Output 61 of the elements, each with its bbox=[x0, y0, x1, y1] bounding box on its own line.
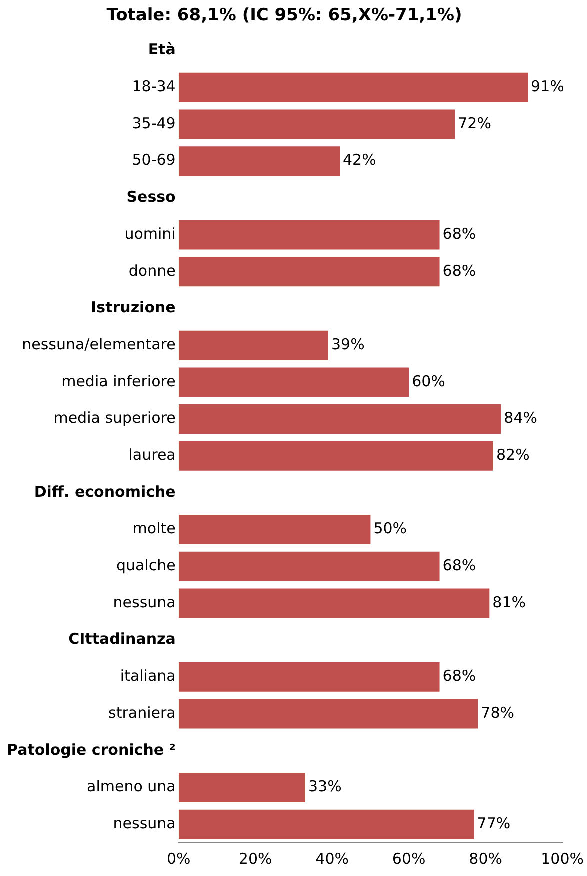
y-tick-label: Patologie croniche ² bbox=[6, 740, 176, 759]
data-label: 72% bbox=[458, 114, 492, 132]
y-tick-label: 35-49 bbox=[132, 114, 176, 132]
data-label: 68% bbox=[442, 262, 476, 280]
y-tick-label: molte bbox=[132, 520, 176, 538]
y-tick-label: nessuna bbox=[113, 593, 176, 612]
data-label: 91% bbox=[531, 78, 564, 96]
y-tick-label: CIttadinanza bbox=[68, 630, 176, 648]
y-tick-label: 18-34 bbox=[132, 78, 176, 96]
y-tick-label: uomini bbox=[124, 224, 176, 243]
data-label: 60% bbox=[412, 372, 446, 390]
x-tick-label: 60% bbox=[392, 850, 426, 868]
y-tick-label: Età bbox=[148, 40, 176, 59]
y-tick-label: straniera bbox=[108, 704, 176, 722]
y-tick-label: laurea bbox=[128, 446, 176, 464]
data-label: 77% bbox=[477, 814, 511, 832]
bar bbox=[178, 810, 474, 840]
bar bbox=[178, 368, 410, 398]
bar bbox=[178, 220, 440, 250]
data-label: 68% bbox=[442, 224, 476, 243]
x-tick-label: 100% bbox=[541, 850, 584, 868]
data-label: 84% bbox=[504, 409, 538, 428]
bar bbox=[178, 552, 440, 582]
x-tick-label: 20% bbox=[238, 850, 272, 868]
data-label: 33% bbox=[308, 778, 342, 796]
data-label: 68% bbox=[442, 667, 476, 686]
data-label: 78% bbox=[481, 704, 514, 722]
y-tick-label: nessuna bbox=[113, 814, 176, 832]
data-label: 81% bbox=[492, 593, 526, 612]
y-tick-label: Diff. economiche bbox=[34, 482, 176, 501]
y-tick-label: media inferiore bbox=[62, 372, 176, 390]
bar bbox=[178, 330, 329, 360]
y-tick-label: donne bbox=[128, 262, 176, 280]
x-tick-label: 0% bbox=[166, 850, 191, 868]
data-label: 39% bbox=[332, 335, 365, 354]
bar bbox=[178, 404, 502, 434]
data-label: 68% bbox=[442, 556, 476, 575]
bar bbox=[178, 662, 440, 692]
bar bbox=[178, 110, 456, 140]
y-tick-label: nessuna/elementare bbox=[22, 335, 176, 354]
y-tick-label: qualche bbox=[116, 556, 176, 575]
bar bbox=[178, 699, 478, 729]
data-label: 50% bbox=[374, 520, 408, 538]
bar bbox=[178, 588, 490, 618]
y-tick-label: almeno una bbox=[87, 778, 176, 796]
y-tick-label: 50-69 bbox=[132, 151, 176, 170]
data-label: 42% bbox=[343, 151, 376, 170]
bar bbox=[178, 72, 528, 102]
chart-title: Totale: 68,1% (IC 95%: 65,X%-71,1%) bbox=[106, 6, 462, 26]
bar bbox=[178, 257, 440, 287]
x-tick-label: 40% bbox=[316, 850, 350, 868]
y-tick-label: media superiore bbox=[54, 409, 176, 428]
y-tick-label: italiana bbox=[120, 667, 176, 686]
y-tick-label: Sesso bbox=[126, 188, 176, 206]
bar bbox=[178, 515, 371, 545]
x-tick-label: 80% bbox=[469, 850, 502, 868]
bar bbox=[178, 772, 306, 802]
bar bbox=[178, 146, 340, 176]
data-label: 82% bbox=[496, 446, 530, 464]
bar bbox=[178, 441, 494, 471]
y-tick-label: Istruzione bbox=[91, 298, 176, 317]
